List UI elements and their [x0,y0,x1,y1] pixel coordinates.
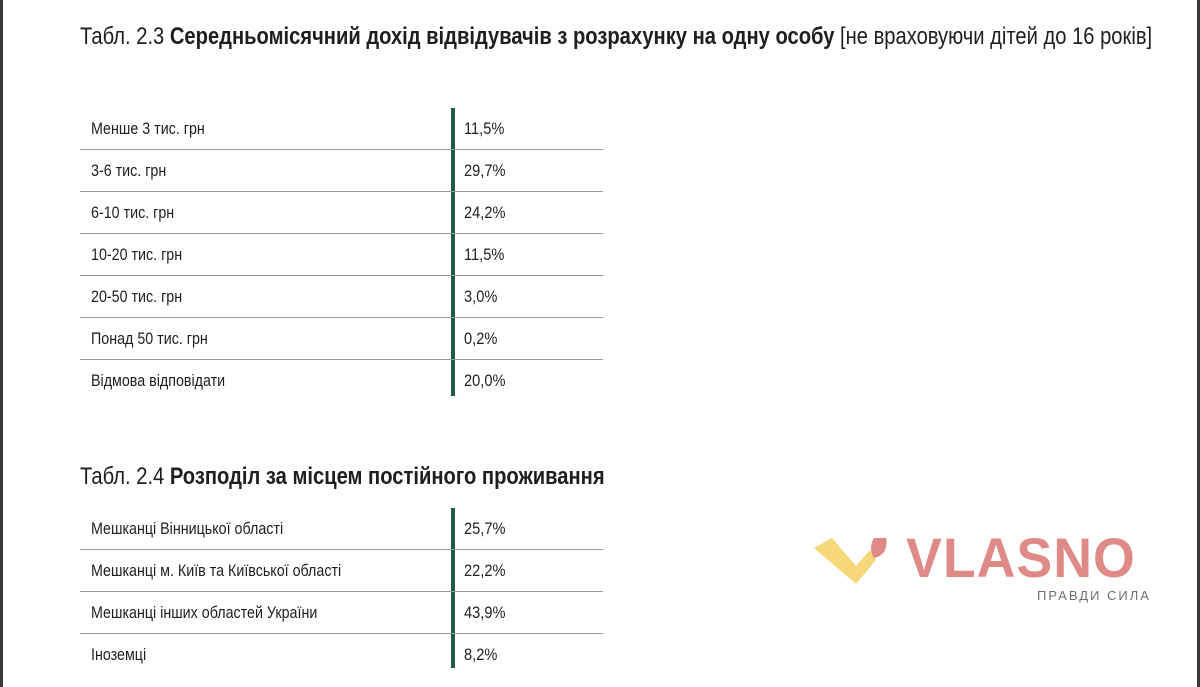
table-2-3-note: [не враховуючи дітей до 16 років] [840,23,1153,50]
table-row: 6-10 тис. грн 24,2% [80,192,603,234]
row-label: Відмова відповідати [91,371,226,390]
residence-table: Мешканці Вінницької області 25,7% Мешкан… [80,508,603,676]
column-divider [451,508,455,668]
column-divider [451,108,455,396]
table-row: Мешканці Вінницької області 25,7% [80,508,603,550]
row-value: 22,2% [464,560,506,580]
table-row: Відмова відповідати 20,0% [80,360,603,402]
row-value: 0,2% [464,328,498,348]
table-2-3-title: Середньомісячний дохід відвідувачів з ро… [169,23,835,50]
table-row: 20-50 тис. грн 3,0% [80,276,603,318]
table-2-4-title: Розподіл за місцем постійного проживання [169,463,605,490]
row-value: 3,0% [464,286,498,306]
row-label: Мешканці м. Київ та Київської області [91,560,342,580]
row-label: 6-10 тис. грн [91,202,175,222]
table-row: Мешканці м. Київ та Київської області 22… [80,550,603,592]
table-row: 3-6 тис. грн 29,7% [80,150,603,192]
vlasno-logo: VLASNO ПРАВДИ СИЛА [812,530,1172,610]
row-value: 29,7% [464,160,506,180]
table-2-4-heading: Табл. 2.4 Розподіл за місцем постійного … [80,458,1155,496]
row-value: 24,2% [464,202,506,222]
table-row: 10-20 тис. грн 11,5% [80,234,603,276]
row-value: 11,5% [464,244,505,264]
table-row: Іноземці 8,2% [80,634,603,676]
table-2-3-prefix: Табл. 2.3 [80,23,165,50]
row-value: 20,0% [464,371,506,390]
logo-tagline: ПРАВДИ СИЛА [1037,588,1151,603]
table-2-4-prefix: Табл. 2.4 [80,463,165,490]
row-label: Мешканці Вінницької області [91,518,284,538]
logo-yellow-shape [814,538,876,584]
table-row: Мешканці інших областей України 43,9% [80,592,603,634]
table-row: Понад 50 тис. грн 0,2% [80,318,603,360]
table-row: Менше 3 тис. грн 11,5% [80,108,603,150]
logo-pink-drop [871,538,887,558]
row-label: Іноземці [91,645,147,664]
row-label: Мешканці інших областей України [91,602,318,622]
row-label: 3-6 тис. грн [91,160,167,180]
row-value: 11,5% [464,118,505,138]
left-frame-border [0,0,3,687]
income-table: Менше 3 тис. грн 11,5% 3-6 тис. грн 29,7… [80,108,603,402]
right-frame-border [1197,0,1200,687]
row-label: Менше 3 тис. грн [91,118,205,138]
row-value: 25,7% [464,518,506,538]
logo-wordmark: VLASNO [906,526,1136,589]
table-2-3-heading: Табл. 2.3 Середньомісячний дохід відвіду… [80,18,1155,56]
row-value: 8,2% [464,645,498,664]
row-label: 10-20 тис. грн [91,244,183,264]
logo-mark-icon [814,538,887,584]
row-label: 20-50 тис. грн [91,286,183,306]
row-value: 43,9% [464,602,506,622]
row-label: Понад 50 тис. грн [91,328,208,348]
